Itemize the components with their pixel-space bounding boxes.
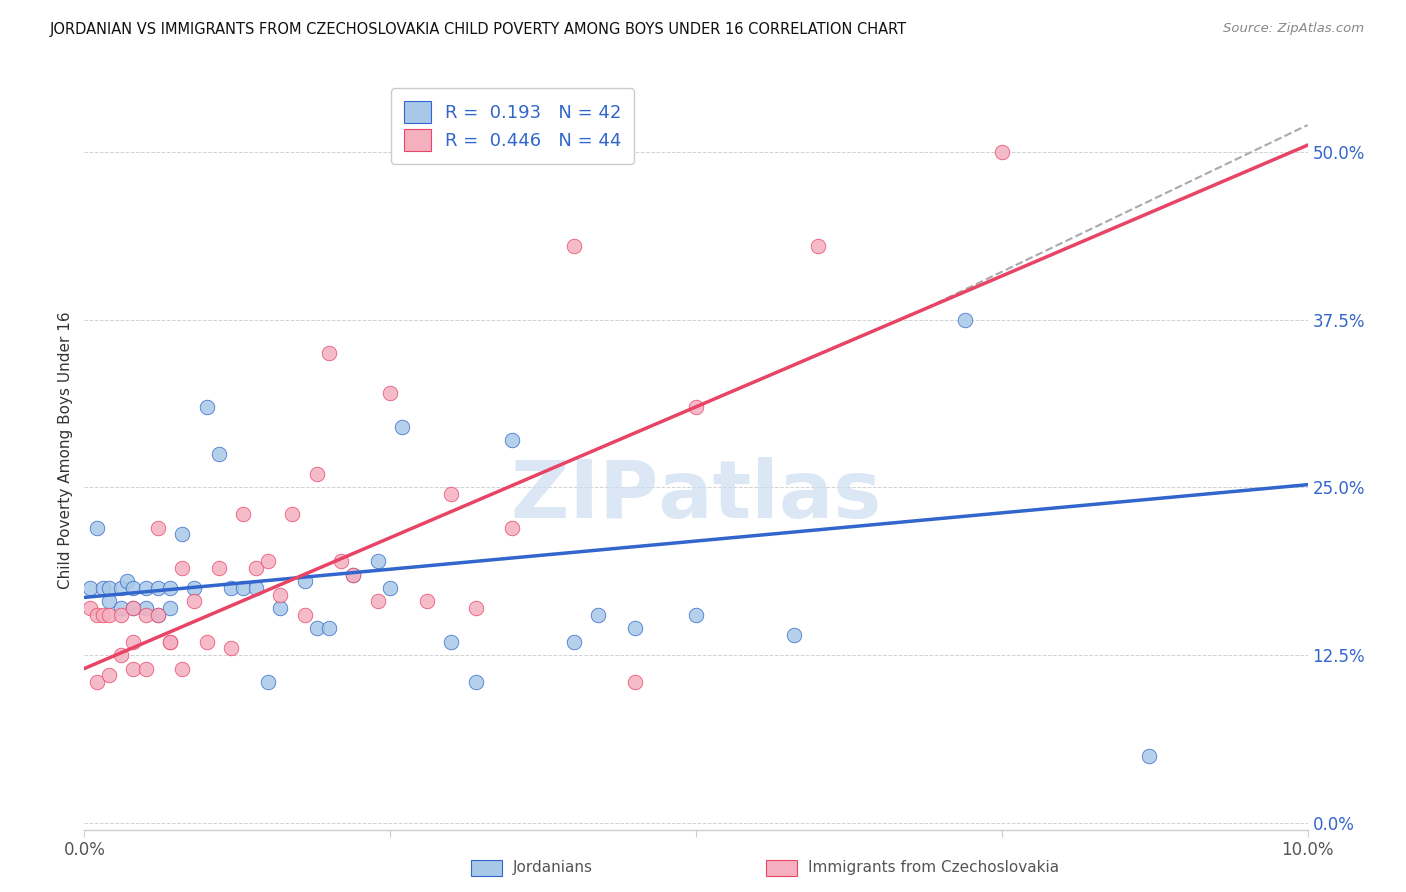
Point: [159, 634, 181, 648]
Point: [97, 607, 120, 622]
Point: [318, 621, 340, 635]
Point: [440, 487, 463, 501]
Point: [232, 581, 254, 595]
Point: [342, 567, 364, 582]
Text: JORDANIAN VS IMMIGRANTS FROM CZECHOSLOVAKIA CHILD POVERTY AMONG BOYS UNDER 16 CO: JORDANIAN VS IMMIGRANTS FROM CZECHOSLOVA…: [49, 22, 907, 37]
Point: [122, 601, 145, 615]
Point: [122, 634, 145, 648]
Point: [330, 554, 353, 568]
Point: [122, 581, 145, 595]
Point: [219, 641, 242, 656]
Point: [294, 607, 316, 622]
Point: [416, 594, 439, 608]
Point: [172, 661, 194, 675]
Point: [991, 145, 1014, 159]
Point: [562, 239, 585, 253]
Point: [122, 661, 145, 675]
Point: [502, 434, 524, 448]
Point: [146, 521, 169, 535]
Point: [208, 561, 231, 575]
Point: [110, 648, 132, 662]
Y-axis label: Child Poverty Among Boys Under 16: Child Poverty Among Boys Under 16: [58, 311, 73, 590]
Point: [159, 601, 181, 615]
Point: [86, 607, 108, 622]
Point: [97, 668, 120, 682]
Point: [464, 675, 486, 690]
Point: [159, 634, 181, 648]
Point: [135, 661, 157, 675]
Point: [586, 607, 609, 622]
Point: [91, 581, 114, 595]
Point: [172, 527, 194, 541]
Point: [79, 581, 101, 595]
Text: Jordanians: Jordanians: [513, 861, 593, 875]
Point: [135, 607, 157, 622]
Point: [146, 581, 169, 595]
Text: ZIP​atlas: ZIP​atlas: [510, 457, 882, 535]
Legend: R =  0.193   N = 42, R =  0.446   N = 44: R = 0.193 N = 42, R = 0.446 N = 44: [391, 88, 634, 163]
Point: [91, 607, 114, 622]
Point: [146, 607, 169, 622]
Point: [342, 567, 364, 582]
Point: [783, 628, 806, 642]
Point: [380, 386, 402, 401]
Text: Immigrants from Czechoslovakia: Immigrants from Czechoslovakia: [808, 861, 1060, 875]
Point: [97, 581, 120, 595]
Point: [183, 594, 205, 608]
Point: [110, 607, 132, 622]
Point: [318, 346, 340, 360]
Point: [195, 634, 218, 648]
Point: [257, 554, 280, 568]
Point: [146, 607, 169, 622]
Point: [122, 601, 145, 615]
Point: [624, 675, 647, 690]
Point: [183, 581, 205, 595]
Point: [135, 601, 157, 615]
Point: [1137, 748, 1160, 763]
Point: [232, 507, 254, 521]
Point: [208, 447, 231, 461]
Point: [953, 312, 976, 326]
Point: [807, 239, 830, 253]
Point: [305, 621, 328, 635]
Point: [305, 467, 328, 481]
Point: [502, 521, 524, 535]
Point: [269, 601, 291, 615]
Point: [257, 675, 280, 690]
Point: [685, 607, 707, 622]
Point: [685, 400, 707, 414]
Text: Source: ZipAtlas.com: Source: ZipAtlas.com: [1223, 22, 1364, 36]
Point: [380, 581, 402, 595]
Point: [464, 601, 486, 615]
Point: [86, 521, 108, 535]
Point: [172, 561, 194, 575]
Point: [391, 420, 413, 434]
Point: [440, 634, 463, 648]
Point: [367, 594, 389, 608]
Point: [110, 601, 132, 615]
Point: [219, 581, 242, 595]
Point: [135, 581, 157, 595]
Point: [115, 574, 138, 589]
Point: [195, 400, 218, 414]
Point: [86, 675, 108, 690]
Point: [97, 594, 120, 608]
Point: [245, 581, 267, 595]
Point: [269, 588, 291, 602]
Point: [245, 561, 267, 575]
Point: [110, 581, 132, 595]
Point: [562, 634, 585, 648]
Point: [367, 554, 389, 568]
Point: [159, 581, 181, 595]
Point: [79, 601, 101, 615]
Point: [624, 621, 647, 635]
Point: [281, 507, 304, 521]
Point: [294, 574, 316, 589]
